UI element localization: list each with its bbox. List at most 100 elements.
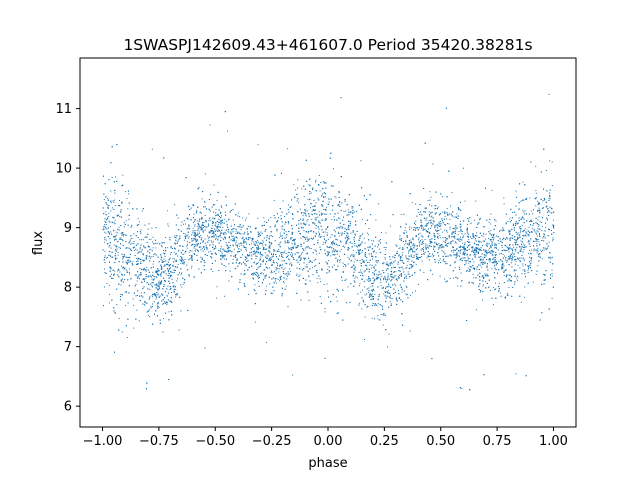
data-point [118,318,120,319]
data-point [474,256,476,258]
data-point [235,243,237,245]
data-point [386,264,388,266]
data-point [195,211,197,213]
data-point [506,238,508,240]
data-point [353,239,355,241]
data-point [495,252,497,253]
data-point [508,245,510,247]
data-point [482,263,484,265]
data-point [427,245,429,247]
data-point [464,233,466,235]
data-point [537,200,539,202]
data-point [319,222,321,224]
data-point [522,234,524,236]
data-point [424,238,426,240]
data-point [530,253,532,255]
data-point [104,228,106,230]
data-point [126,270,128,272]
data-point [421,225,422,227]
data-point [322,205,324,207]
data-point [370,286,372,288]
data-point [261,254,263,256]
data-point [434,236,436,238]
data-point [434,241,436,243]
data-point [175,289,177,291]
data-point [430,219,432,221]
data-point [296,274,298,276]
data-point [104,223,105,225]
data-point [232,259,234,260]
data-point [149,316,151,317]
data-point [524,286,526,288]
data-point [305,215,307,217]
data-point [115,231,117,233]
data-point [363,271,365,273]
data-point [446,245,448,247]
data-point [258,280,259,282]
data-point [152,263,154,265]
data-point [308,184,310,186]
data-point [155,298,157,300]
data-point [498,253,500,255]
data-point [430,227,431,229]
data-point [141,210,143,212]
data-point [116,248,118,250]
data-point [137,224,139,226]
data-point [542,207,544,209]
data-point [118,226,120,228]
data-point [461,249,463,251]
data-point [364,253,366,255]
data-point [321,269,323,271]
data-point [194,232,196,234]
data-point [324,196,326,198]
data-point [522,263,524,265]
data-point [439,258,441,260]
data-point [318,220,320,222]
data-point [468,238,470,240]
data-point [402,248,403,250]
data-point [261,232,263,234]
data-point [363,262,365,263]
data-point [301,188,303,190]
data-point [419,232,421,234]
data-point [521,225,523,227]
data-point [328,252,330,254]
data-point [147,245,149,247]
data-point [194,224,196,226]
data-point [140,261,142,263]
data-point [116,304,118,305]
data-point [325,219,327,221]
data-point [278,248,280,250]
data-point [411,202,413,204]
data-point [135,275,137,277]
data-point [130,278,132,280]
data-point [115,248,117,250]
data-point [472,273,474,275]
data-point [408,242,410,244]
data-point [520,240,522,242]
data-point [410,227,412,229]
data-point [192,240,194,241]
data-point [368,291,370,293]
data-point [197,232,199,234]
data-point [338,231,340,233]
data-point [377,318,379,320]
data-point [287,251,289,253]
data-point [232,219,234,221]
data-point [317,239,319,241]
data-point [105,224,107,226]
data-point [263,273,264,275]
data-point [498,260,500,262]
data-point [415,220,417,222]
data-point [196,245,198,247]
data-point [151,250,153,251]
data-point [258,246,260,248]
data-point [105,239,107,241]
data-point [510,262,512,264]
data-point [114,312,116,314]
data-point [149,288,151,290]
data-point [384,275,386,277]
data-point [347,238,349,240]
data-point [518,220,520,222]
